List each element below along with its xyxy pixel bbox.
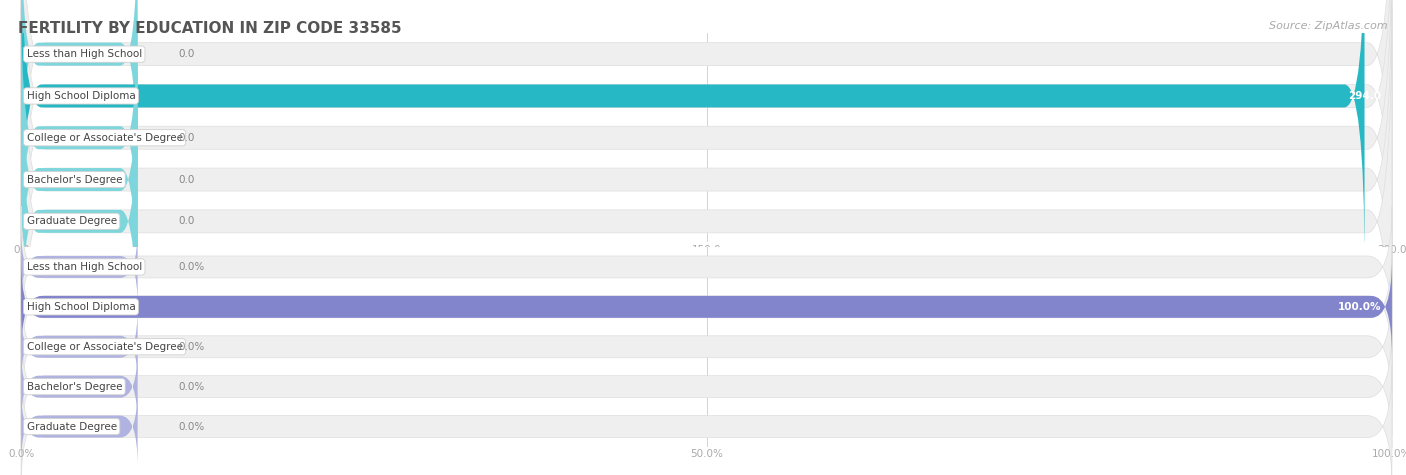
Text: High School Diploma: High School Diploma <box>27 91 135 101</box>
Text: Less than High School: Less than High School <box>27 49 142 59</box>
FancyBboxPatch shape <box>21 0 1392 268</box>
Text: Less than High School: Less than High School <box>27 262 142 272</box>
FancyBboxPatch shape <box>21 7 1392 436</box>
Text: 294.0: 294.0 <box>1348 91 1381 101</box>
Text: 0.0: 0.0 <box>179 49 195 59</box>
FancyBboxPatch shape <box>21 0 1392 352</box>
Text: High School Diploma: High School Diploma <box>27 302 135 312</box>
Text: 0.0%: 0.0% <box>179 381 205 392</box>
Text: 100.0%: 100.0% <box>1337 302 1381 312</box>
FancyBboxPatch shape <box>21 31 138 328</box>
FancyBboxPatch shape <box>21 0 138 202</box>
FancyBboxPatch shape <box>21 387 138 466</box>
Text: 0.0%: 0.0% <box>179 421 205 432</box>
FancyBboxPatch shape <box>21 73 138 370</box>
FancyBboxPatch shape <box>21 0 1392 310</box>
FancyBboxPatch shape <box>21 0 1365 269</box>
Text: Source: ZipAtlas.com: Source: ZipAtlas.com <box>1270 21 1388 31</box>
FancyBboxPatch shape <box>21 0 138 286</box>
FancyBboxPatch shape <box>21 227 138 307</box>
Text: Graduate Degree: Graduate Degree <box>27 421 117 432</box>
FancyBboxPatch shape <box>21 307 138 387</box>
Text: Graduate Degree: Graduate Degree <box>27 216 117 227</box>
Text: 0.0%: 0.0% <box>179 342 205 352</box>
Text: College or Associate's Degree: College or Associate's Degree <box>27 342 183 352</box>
FancyBboxPatch shape <box>21 246 1392 368</box>
FancyBboxPatch shape <box>21 326 1392 447</box>
FancyBboxPatch shape <box>21 347 138 427</box>
FancyBboxPatch shape <box>21 206 1392 328</box>
FancyBboxPatch shape <box>21 0 1392 394</box>
Text: 0.0: 0.0 <box>179 174 195 185</box>
FancyBboxPatch shape <box>21 258 1392 356</box>
FancyBboxPatch shape <box>21 286 1392 408</box>
Text: Bachelor's Degree: Bachelor's Degree <box>27 174 122 185</box>
Text: Bachelor's Degree: Bachelor's Degree <box>27 381 122 392</box>
FancyBboxPatch shape <box>21 366 1392 475</box>
Text: 0.0: 0.0 <box>179 133 195 143</box>
Text: 0.0: 0.0 <box>179 216 195 227</box>
Text: FERTILITY BY EDUCATION IN ZIP CODE 33585: FERTILITY BY EDUCATION IN ZIP CODE 33585 <box>18 21 402 37</box>
Text: 0.0%: 0.0% <box>179 262 205 272</box>
Text: College or Associate's Degree: College or Associate's Degree <box>27 133 183 143</box>
